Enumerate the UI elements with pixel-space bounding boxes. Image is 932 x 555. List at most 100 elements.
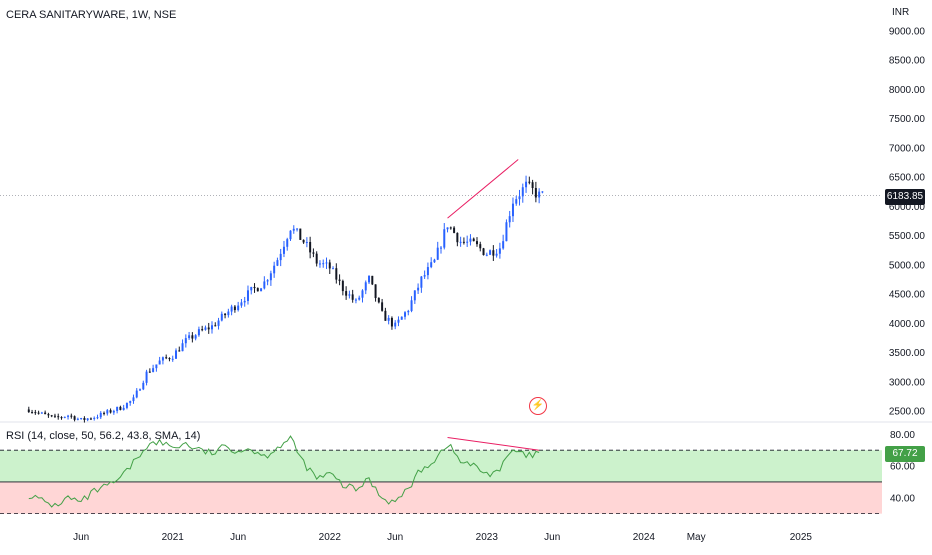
time-axis-tick: 2021 (162, 532, 185, 543)
candle-body (377, 298, 380, 303)
candle-body (233, 306, 236, 311)
rsi-axis-tick: 80.00 (890, 430, 915, 441)
candle-body (214, 325, 217, 327)
candle-body (318, 263, 321, 265)
time-axis-tick: 2022 (319, 532, 342, 543)
candle-body (44, 412, 47, 415)
rsi-axis-tick: 40.00 (890, 493, 915, 504)
candle-body (364, 282, 367, 291)
candle-body (86, 418, 89, 421)
candle-body (374, 284, 377, 299)
candle-body (446, 227, 449, 230)
candle-body (119, 406, 122, 410)
candle-body (60, 417, 63, 419)
rsi-indicator-label[interactable]: RSI (14, close, 50, 56.2, 43.8, SMA, 14) (6, 430, 201, 442)
candle-body (240, 302, 243, 306)
candle-body (129, 401, 132, 403)
candle-body (207, 327, 210, 330)
candle-body (511, 203, 514, 217)
candle-body (53, 415, 56, 417)
candle-body (459, 241, 462, 243)
candle-body (469, 238, 472, 242)
rsi-overbought-zone (0, 450, 882, 482)
candle-body (315, 253, 318, 264)
candle-body (475, 241, 478, 245)
candle-body (397, 319, 400, 323)
candle-body (534, 188, 537, 198)
candle-body (420, 276, 423, 288)
candle-body (472, 238, 475, 242)
price-axis-tick: 6500.00 (889, 173, 926, 184)
candle-body (508, 216, 511, 223)
candle-body (410, 300, 413, 311)
candle-body (227, 311, 230, 316)
candle-body (201, 329, 204, 331)
last-price-badge: 6183.85 (885, 189, 925, 205)
candle-body (148, 371, 151, 373)
candle-body (479, 244, 482, 249)
candle-body (443, 229, 446, 248)
candle-body (155, 364, 158, 369)
candle-body (312, 252, 315, 254)
chart-title: CERA SANITARYWARE, 1W, NSE (6, 9, 177, 21)
candle-body (309, 241, 312, 253)
candle-body (531, 182, 534, 189)
candle-body (112, 410, 115, 413)
price-axis-tick: 4500.00 (889, 290, 926, 301)
candle-body (440, 247, 442, 249)
candle-body (152, 368, 155, 372)
candle-body (168, 358, 171, 360)
rsi-oversold-zone (0, 481, 882, 514)
time-axis-tick: 2023 (476, 532, 499, 543)
price-axis-tick: 6000.00 (889, 202, 926, 213)
candle-body (263, 281, 266, 289)
candle-body (498, 248, 501, 254)
candle-body (116, 406, 119, 411)
candle-body (345, 291, 348, 296)
candle-body (135, 390, 138, 398)
time-axis-tick: Jun (230, 532, 246, 543)
candle-body (338, 279, 341, 281)
price-axis-tick: 3500.00 (889, 348, 926, 359)
candle-body (243, 300, 246, 303)
candle-body (390, 317, 393, 327)
candle-body (31, 412, 34, 414)
time-axis-tick: 2025 (790, 532, 813, 543)
candle-body (296, 228, 299, 230)
candle-body (361, 290, 364, 298)
candle-body (302, 239, 305, 243)
price-trendline (447, 159, 519, 219)
candle-body (266, 280, 269, 282)
candle-body (528, 181, 531, 183)
candle-body (103, 412, 106, 414)
candle-body (371, 275, 374, 285)
candle-body (246, 290, 249, 301)
lightning-icon[interactable]: ⚡ (529, 397, 547, 415)
candle-body (351, 294, 354, 300)
price-axis-tick: 7000.00 (889, 143, 926, 154)
time-axis-tick: Jun (387, 532, 403, 543)
candle-body (505, 222, 508, 242)
candle-body (40, 412, 43, 414)
rsi-trendline (447, 437, 540, 451)
candle-body (466, 241, 469, 243)
candle-body (381, 302, 384, 311)
candle-body (521, 187, 524, 197)
price-axis-tick: 4000.00 (889, 319, 926, 330)
candle-body (358, 297, 361, 300)
candle-body (348, 294, 351, 296)
candle-body (217, 320, 220, 326)
candle-body (89, 418, 92, 420)
candle-body (63, 416, 66, 418)
candle-body (224, 313, 227, 316)
candle-body (407, 310, 410, 313)
candle-body (57, 416, 60, 418)
price-axis-tick: 3000.00 (889, 377, 926, 388)
time-axis-tick: Jun (73, 532, 89, 543)
rsi-line (28, 435, 540, 508)
candle-body (106, 410, 109, 414)
candle-body (161, 357, 164, 361)
candle-body (253, 286, 256, 289)
